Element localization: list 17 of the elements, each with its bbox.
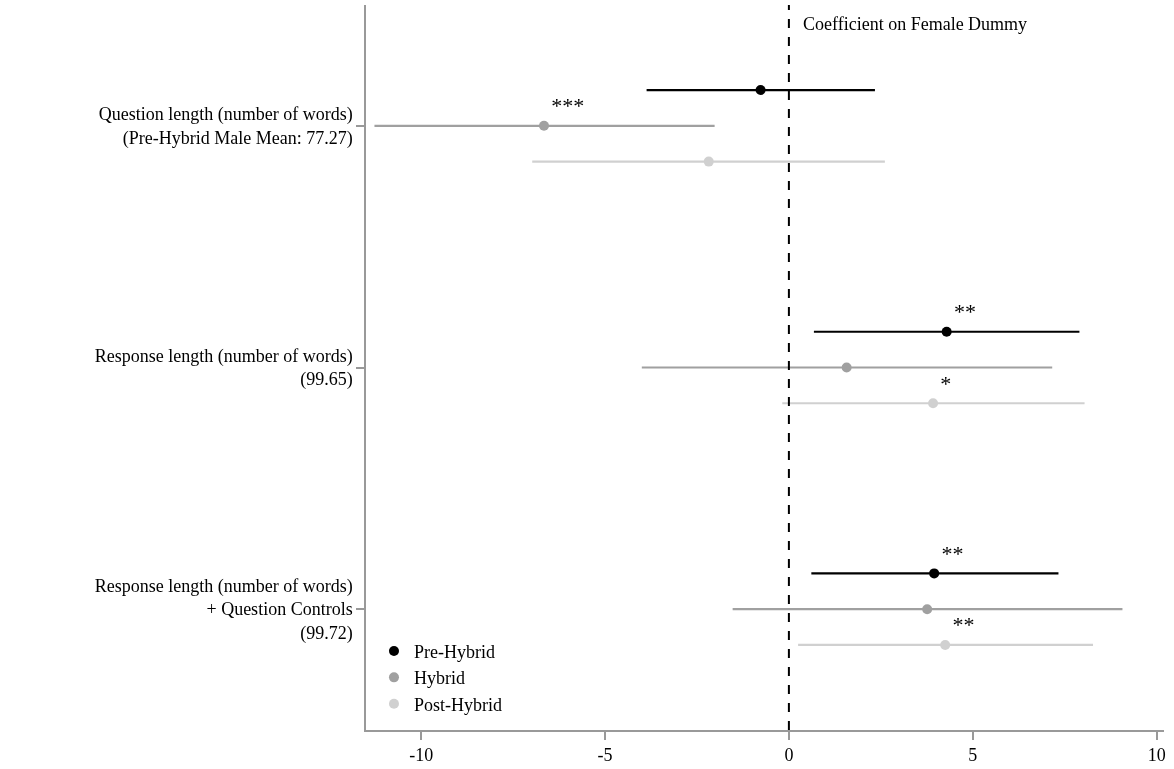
data-label: * bbox=[940, 370, 952, 396]
legend-label: Hybrid bbox=[413, 668, 465, 689]
legend-label: Post-Hybrid bbox=[413, 694, 502, 715]
data-label: ** bbox=[952, 612, 975, 638]
x-tick-label: 5 bbox=[968, 745, 978, 766]
y-tick-label: Response length (number of words) + Question Controls (99.72) bbox=[94, 576, 353, 644]
annotation: Coefficient on Female Dummy bbox=[803, 14, 1028, 34]
y-tick-label: Question length (number of words) (Pre-Hybrid Male Mean: 77.27) bbox=[98, 104, 353, 149]
data-label: ** bbox=[941, 540, 964, 566]
y-tick-label: Response length (number of words) (99.65) bbox=[94, 346, 353, 391]
legend-label: Pre-Hybrid bbox=[413, 641, 495, 662]
data-label: *** bbox=[551, 93, 585, 119]
x-tick-label: 10 bbox=[1147, 745, 1166, 766]
data-label: ** bbox=[953, 298, 976, 324]
x-tick-label: 0 bbox=[784, 745, 794, 766]
x-tick-label: -10 bbox=[409, 745, 434, 766]
x-tick-label: -5 bbox=[597, 745, 613, 766]
